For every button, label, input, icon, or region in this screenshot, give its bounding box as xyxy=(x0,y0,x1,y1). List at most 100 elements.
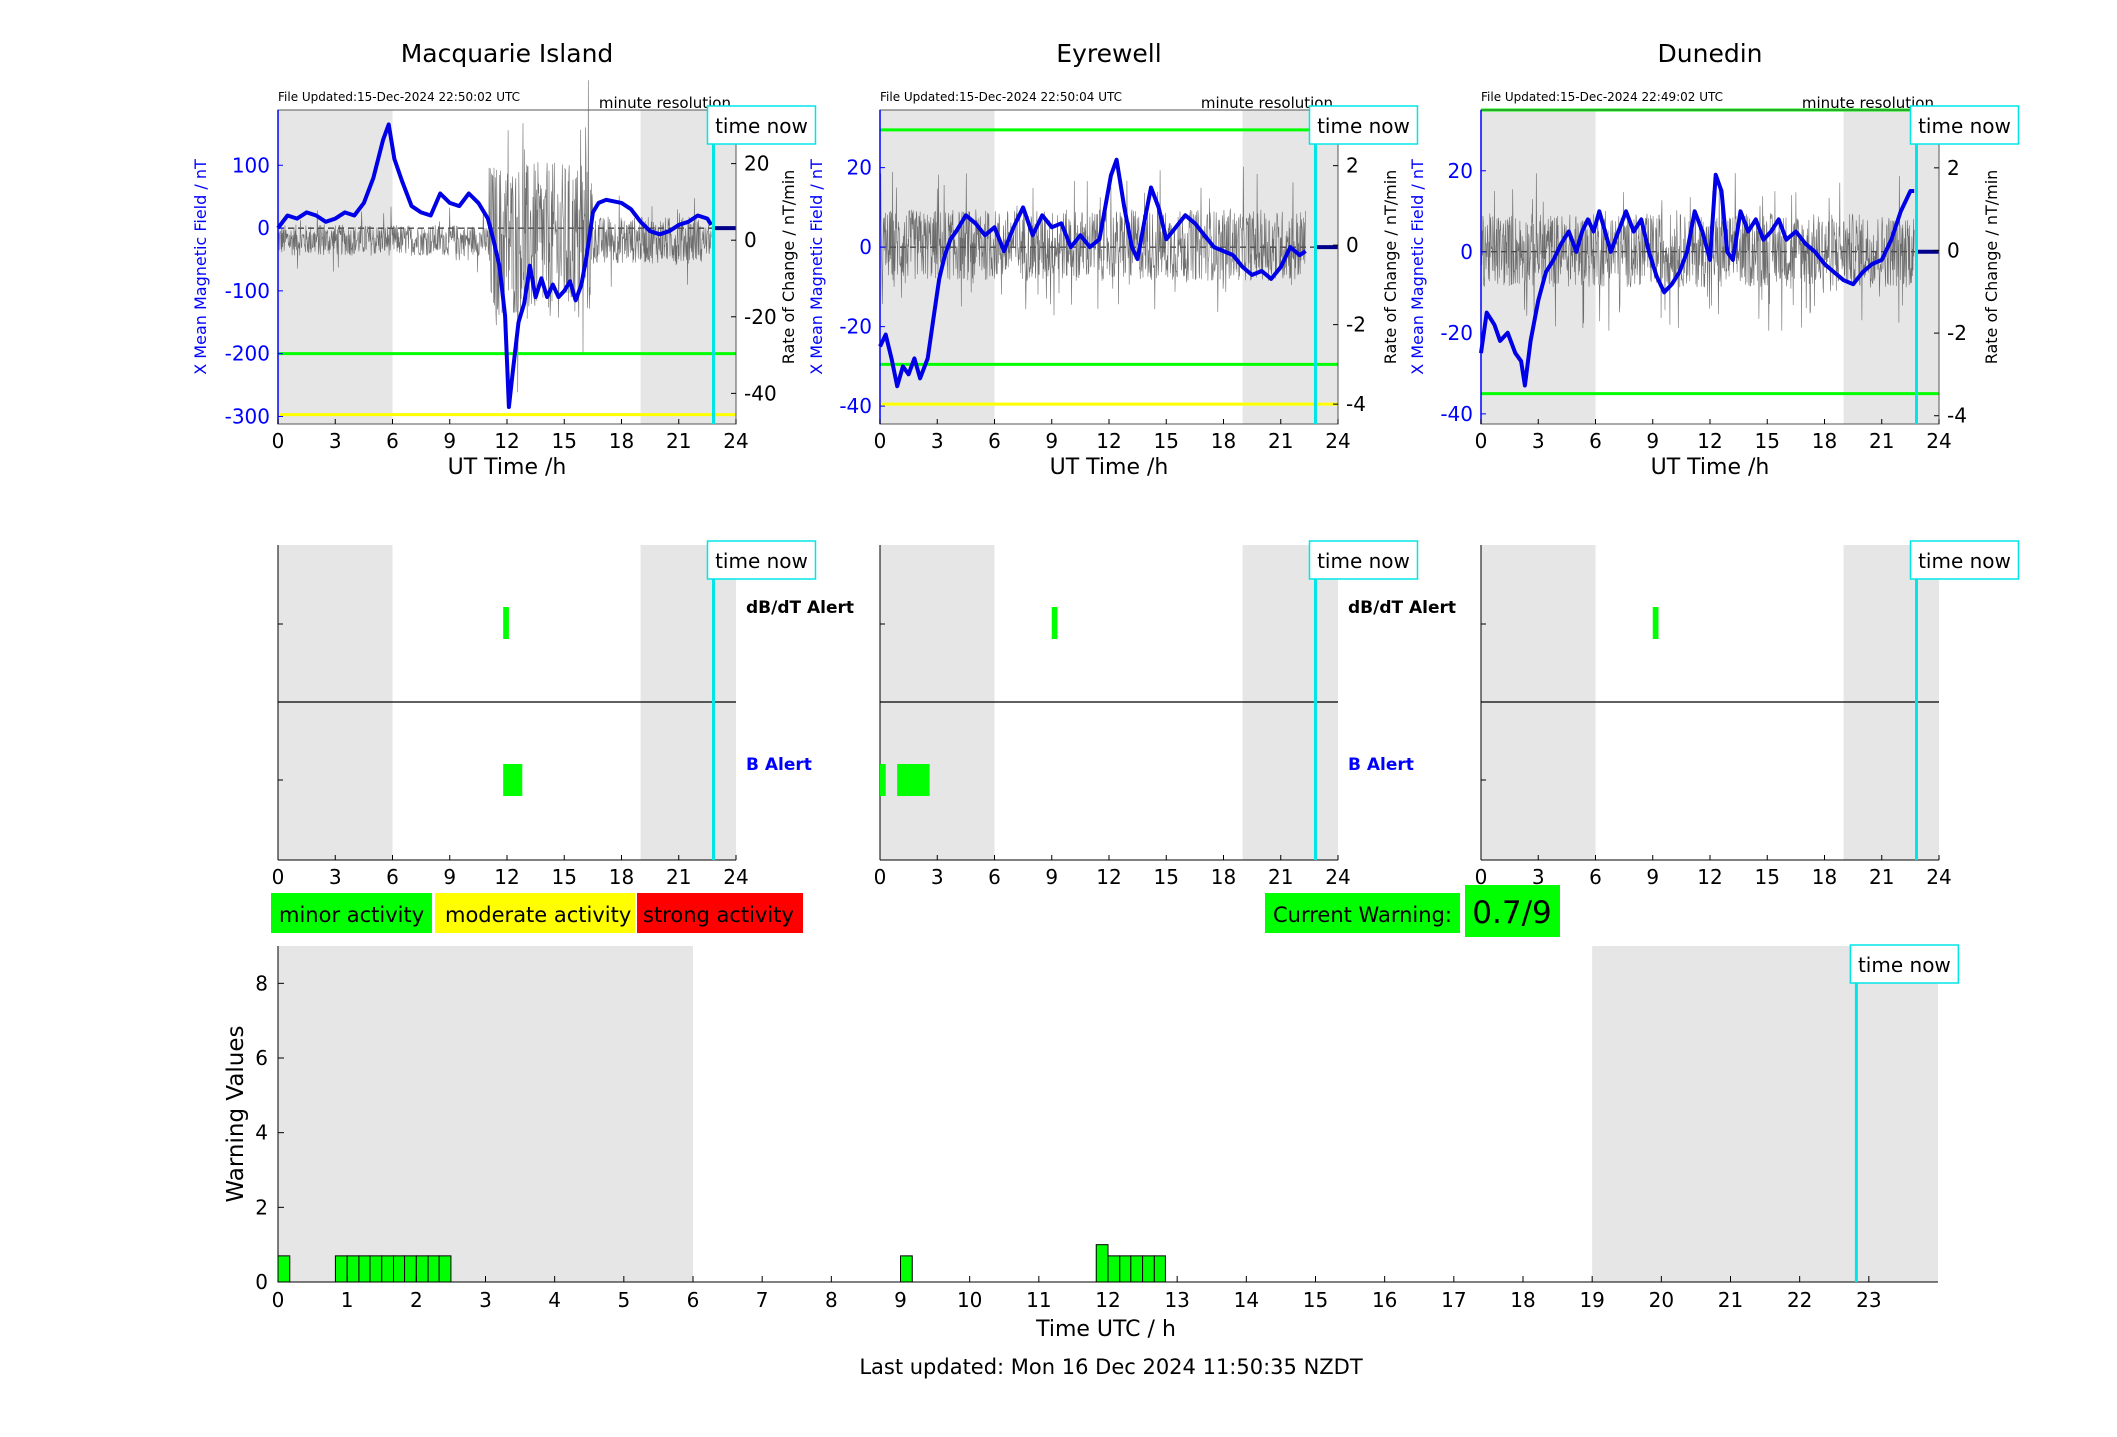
x-tick-label: 0 xyxy=(1475,429,1488,453)
x-tick-label: 12 xyxy=(1096,865,1121,889)
x-tick-label: 7 xyxy=(756,1288,769,1312)
rate-of-change-line xyxy=(1480,173,1915,331)
x-tick-label: 10 xyxy=(957,1288,982,1312)
x-tick-label: 24 xyxy=(1926,865,1951,889)
y-tick-label-left: -20 xyxy=(839,315,872,339)
time-now-box xyxy=(1849,944,1960,984)
y-tick-label-right: -20 xyxy=(744,305,777,329)
file-updated: File Updated:15-Dec-2024 22:49:02 UTC xyxy=(1481,90,1723,104)
y-tick-label-right: 0 xyxy=(744,228,757,252)
time-now-box xyxy=(1909,105,2020,145)
warning-bar xyxy=(1153,1255,1166,1283)
x-tick-label: 6 xyxy=(988,865,1001,889)
time-now-box xyxy=(706,540,817,580)
y-tick-label-right: -2 xyxy=(1346,313,1366,337)
x-tick-label: 24 xyxy=(723,429,748,453)
warning-bar xyxy=(1119,1255,1132,1283)
warning-bar xyxy=(393,1255,406,1283)
y-axis-label-right: Rate of Change / nT/min xyxy=(1982,170,2001,365)
time-now-label: time now xyxy=(715,549,808,573)
warning-bar xyxy=(415,1255,429,1283)
x-tick-label: 18 xyxy=(1812,865,1837,889)
time-now-label: time now xyxy=(1317,549,1410,573)
y-axis-label-left: X Mean Magnetic Field / nT xyxy=(191,159,210,375)
db-alert-label: dB/dT Alert xyxy=(746,598,854,618)
x-tick-label: 9 xyxy=(1646,429,1659,453)
x-tick-label: 6 xyxy=(1589,429,1602,453)
x-tick-label: 19 xyxy=(1579,1288,1604,1312)
y-axis-label-left: X Mean Magnetic Field / nT xyxy=(807,159,826,375)
warning-bar xyxy=(1142,1255,1155,1283)
time-now-label: time now xyxy=(715,114,808,138)
current-warning: Current Warning: 0.7/9 xyxy=(1265,885,1560,937)
last-updated: Last updated: Mon 16 Dec 2024 11:50:35 N… xyxy=(859,1355,1363,1379)
warning-bar xyxy=(277,1255,291,1283)
x-tick-label: 6 xyxy=(988,429,1001,453)
night-shade xyxy=(278,946,693,1282)
legend-strong-label: strong activity xyxy=(643,903,794,927)
y-tick-label-right: -2 xyxy=(1947,321,1967,345)
y-tick-label: 2 xyxy=(255,1195,268,1219)
warning-bar xyxy=(346,1255,360,1283)
x-tick-label: 6 xyxy=(1589,865,1602,889)
b-alert-bar xyxy=(897,764,930,796)
x-tick-label: 9 xyxy=(1045,429,1058,453)
y-tick-label: 8 xyxy=(255,971,268,995)
x-axis-label: UT Time /h xyxy=(1050,455,1169,480)
warning-bar xyxy=(404,1255,417,1283)
x-tick-label: 2 xyxy=(410,1288,423,1312)
x-tick-label: 3 xyxy=(931,429,944,453)
station-panel-0: Macquarie Island File Updated:15-Dec-2024… xyxy=(191,39,817,480)
alert-panel-0: dB/dT Alert B Alert 0 3 6 9 12 15 18 21 24 time now xyxy=(272,540,854,889)
db-alert-bar xyxy=(1652,607,1659,639)
db-alert-bar xyxy=(1051,607,1058,639)
y-axis-label: Warning Values xyxy=(223,1025,249,1202)
station-panels: Macquarie Island File Updated:15-Dec-2024… xyxy=(191,39,2020,480)
time-now-label: time now xyxy=(1918,549,2011,573)
x-tick-label: 12 xyxy=(1697,865,1722,889)
rate-of-change-line xyxy=(879,166,1306,316)
x-tick-label: 20 xyxy=(1649,1288,1674,1312)
file-updated: File Updated:15-Dec-2024 22:50:04 UTC xyxy=(880,90,1122,104)
x-tick-label: 24 xyxy=(1926,429,1951,453)
warning-bar xyxy=(438,1255,452,1283)
x-tick-label: 21 xyxy=(1268,429,1293,453)
x-tick-label: 24 xyxy=(723,865,748,889)
x-tick-label: 0 xyxy=(272,1288,285,1312)
y-tick-label-left: -40 xyxy=(1440,402,1473,426)
station-title: Macquarie Island xyxy=(401,39,614,68)
x-tick-label: 15 xyxy=(1755,865,1780,889)
warning-bar xyxy=(381,1255,395,1283)
x-tick-label: 3 xyxy=(1532,865,1545,889)
x-tick-label: 15 xyxy=(1303,1288,1328,1312)
y-tick-label-left: -300 xyxy=(225,404,270,428)
minute-resolution-label: minute resolution xyxy=(1802,94,1934,112)
x-tick-label: 15 xyxy=(1154,865,1179,889)
x-axis-label: Time UTC / h xyxy=(1035,1317,1176,1342)
legend-moderate-label: moderate activity xyxy=(445,903,631,927)
b-alert-label: B Alert xyxy=(746,755,812,775)
x-axis-label: UT Time /h xyxy=(1651,455,1770,480)
y-tick-label-right: 0 xyxy=(1346,233,1359,257)
rate-of-change-line xyxy=(277,80,712,393)
x-tick-label: 3 xyxy=(931,865,944,889)
b-alert-bar xyxy=(503,764,523,796)
x-tick-label: 5 xyxy=(617,1288,630,1312)
current-warning-value: 0.7/9 xyxy=(1472,895,1551,931)
x-tick-label: 21 xyxy=(1268,865,1293,889)
y-tick-label-right: 0 xyxy=(1947,238,1960,262)
x-tick-label: 1 xyxy=(341,1288,354,1312)
x-tick-label: 6 xyxy=(386,429,399,453)
station-title: Dunedin xyxy=(1658,39,1763,68)
legend-minor-swatch xyxy=(271,893,432,933)
warning-bar xyxy=(1095,1244,1109,1283)
y-axis-label-right: Rate of Change / nT/min xyxy=(779,170,798,365)
x-tick-label: 9 xyxy=(443,429,456,453)
b-alert-bar xyxy=(880,764,886,796)
x-tick-label: 17 xyxy=(1441,1288,1466,1312)
x-tick-label: 3 xyxy=(1532,429,1545,453)
y-tick-label-left: 0 xyxy=(859,235,872,259)
x-axis-label: UT Time /h xyxy=(448,455,567,480)
y-tick-label: 0 xyxy=(255,1270,268,1294)
